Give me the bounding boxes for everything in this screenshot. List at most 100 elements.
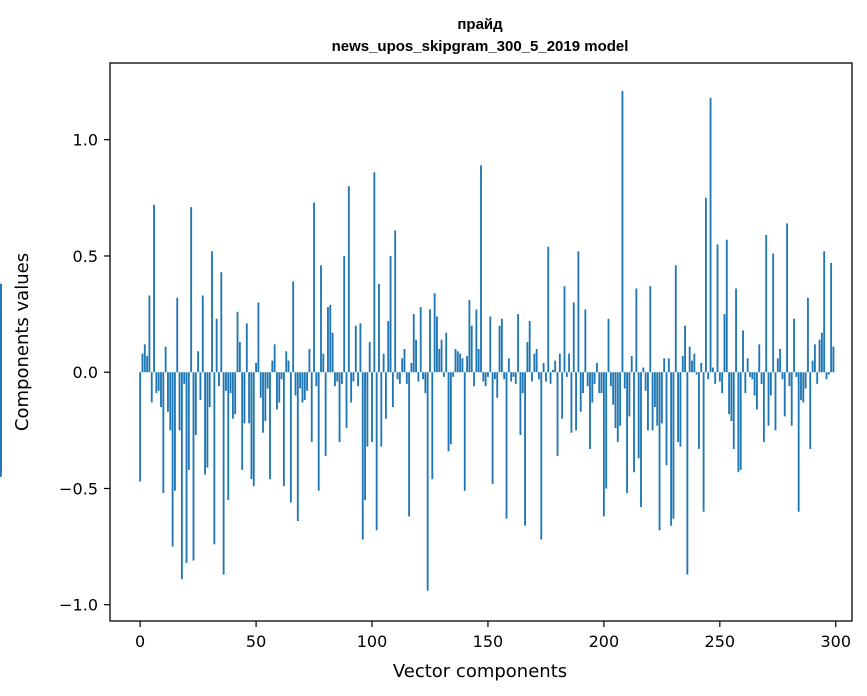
- bar-147: [480, 165, 482, 373]
- bar-0: [139, 372, 142, 482]
- bar-73: [308, 348, 311, 373]
- bar-163: [517, 314, 520, 373]
- bar-288: [807, 297, 809, 373]
- bar-106: [385, 372, 387, 419]
- bar-186: [570, 372, 573, 433]
- bar-86: [338, 372, 341, 442]
- bar-204: [612, 372, 615, 405]
- bar-78: [320, 265, 322, 373]
- bar-7: [155, 372, 158, 394]
- bar-229: [670, 372, 673, 526]
- bar-134: [449, 372, 452, 445]
- bar-164: [519, 372, 522, 435]
- bar-205: [614, 372, 617, 429]
- bar-277: [781, 372, 784, 380]
- bar-119: [415, 339, 417, 373]
- bar-67: [294, 372, 297, 396]
- bar-108: [389, 255, 392, 373]
- bar-127: [433, 293, 436, 373]
- bar-118: [412, 314, 415, 373]
- x-axis-label: Vector components: [393, 661, 567, 682]
- bar-74: [310, 372, 313, 442]
- bar-16: [176, 297, 179, 373]
- bar-52: [259, 372, 262, 398]
- bar-75: [313, 202, 315, 373]
- bar-79: [322, 353, 325, 373]
- bar-29: [206, 372, 209, 468]
- bar-109: [391, 372, 394, 408]
- bar-61: [280, 372, 283, 380]
- bar-80: [324, 372, 327, 456]
- bar-145: [475, 309, 478, 373]
- plot-frame: [109, 62, 853, 622]
- bar-158: [505, 372, 508, 519]
- bar-181: [558, 353, 561, 373]
- bar-97: [364, 372, 366, 501]
- bar-142: [468, 300, 471, 373]
- bar-126: [431, 372, 434, 480]
- bar-33: [215, 318, 218, 373]
- bar-225: [660, 372, 663, 424]
- bar-141: [466, 355, 469, 373]
- bar-256: [732, 372, 735, 449]
- bar-153: [493, 372, 496, 380]
- bar-206: [616, 372, 619, 442]
- bar-264: [751, 372, 754, 380]
- x-axis: 0 50 100 150 200 250 300: [135, 621, 851, 651]
- bar-69: [299, 372, 302, 389]
- bar-94: [357, 372, 360, 387]
- bar-83: [331, 332, 334, 373]
- bar-130: [440, 339, 443, 373]
- bar-39: [229, 372, 232, 394]
- chart-title: прайд: [457, 16, 503, 33]
- bar-93: [354, 325, 357, 373]
- bar-140: [463, 372, 466, 491]
- y-tick-label: −1.0: [59, 596, 98, 615]
- bar-135: [452, 372, 455, 377]
- bar-136: [454, 348, 457, 373]
- bar-220: [649, 286, 652, 373]
- bar-187: [572, 302, 575, 373]
- y-axis: −1.0 −0.5 0.0 0.5 1.0: [59, 131, 110, 615]
- bar-272: [769, 372, 772, 396]
- bar-294: [820, 332, 823, 373]
- bar-146: [477, 348, 480, 373]
- bar-41: [234, 372, 237, 415]
- bar-26: [199, 372, 202, 401]
- bar-159: [507, 358, 510, 373]
- bar-105: [382, 353, 385, 373]
- bar-17: [178, 372, 181, 431]
- bar-157: [503, 372, 506, 380]
- bar-27: [201, 295, 204, 373]
- bar-42: [236, 311, 239, 373]
- bar-227: [665, 372, 668, 466]
- bar-269: [762, 372, 765, 442]
- bar-114: [403, 348, 406, 373]
- bar-85: [336, 372, 339, 382]
- bar-143: [470, 325, 473, 373]
- bar-82: [329, 304, 332, 373]
- bar-238: [691, 360, 693, 373]
- bar-193: [586, 372, 589, 387]
- bar-223: [656, 372, 659, 426]
- bar-99: [368, 342, 371, 373]
- bar-6: [153, 204, 155, 373]
- bar-195: [591, 372, 594, 403]
- bar-4: [148, 295, 151, 373]
- bar-102: [375, 372, 378, 531]
- y-tick-label: 0.0: [73, 363, 98, 382]
- bar-110: [394, 230, 397, 373]
- bar-150: [487, 372, 489, 377]
- bar-273: [772, 253, 775, 373]
- bar-267: [758, 344, 761, 373]
- bar-222: [653, 372, 656, 408]
- bar-226: [663, 358, 666, 373]
- bar-133: [447, 372, 450, 452]
- bar-287: [804, 372, 807, 389]
- bar-248: [714, 372, 717, 384]
- bar-8: [157, 372, 160, 391]
- bar-214: [635, 288, 638, 373]
- bar-299: [832, 346, 835, 373]
- bar-137: [456, 351, 459, 373]
- bar-28: [204, 372, 206, 475]
